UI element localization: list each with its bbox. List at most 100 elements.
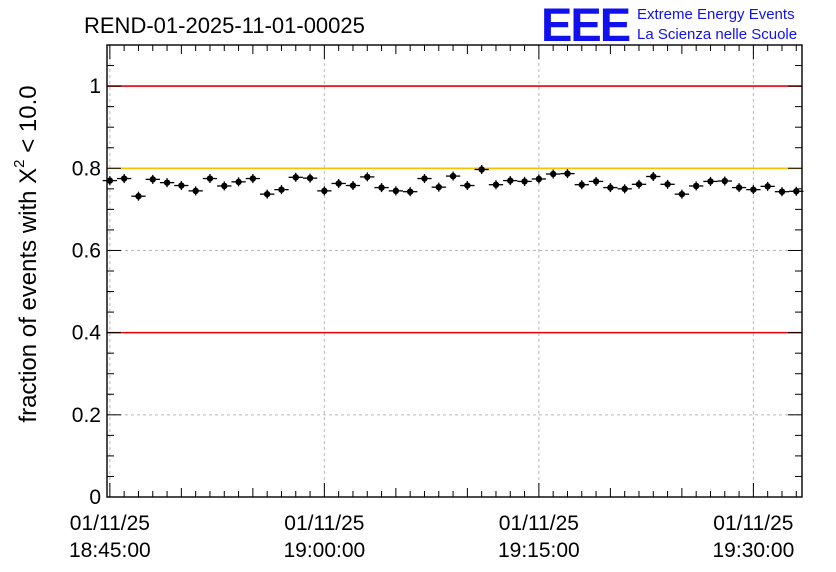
point-marker [535, 175, 543, 183]
point-marker [206, 175, 214, 182]
point-marker [306, 174, 314, 182]
point-marker [750, 186, 757, 193]
point-marker [378, 184, 385, 191]
data-point [560, 169, 575, 179]
x-tick-label-time: 19:00:00 [283, 539, 365, 562]
data-point [331, 178, 346, 188]
data-point [117, 174, 132, 184]
data-point [617, 184, 632, 194]
point-marker [120, 175, 128, 182]
point-marker [678, 190, 686, 198]
x-tick-label-time: 19:15:00 [498, 539, 580, 562]
point-marker [492, 181, 500, 188]
point-marker [507, 177, 514, 184]
data-point [660, 179, 675, 189]
data-point [288, 172, 303, 182]
data-point [731, 183, 747, 193]
y-axis-title-exponent: 2 [11, 159, 28, 167]
axis-ticks [107, 44, 802, 498]
data-point [345, 181, 361, 191]
y-tick-label: 1 [89, 75, 101, 98]
y-axis-title-prefix: fraction of events with [15, 184, 42, 423]
point-marker [707, 178, 714, 185]
point-marker [178, 182, 185, 189]
eee-logo: EEE Extreme Energy Events La Scienza nel… [541, 0, 797, 51]
plot-frame [106, 44, 803, 498]
data-point [445, 171, 461, 181]
data-point [531, 174, 547, 184]
data-point [360, 172, 375, 182]
data-point [789, 186, 804, 196]
data-point [689, 181, 704, 191]
x-tick-label-date: 01/11/25 [499, 512, 579, 535]
data-point [774, 187, 790, 197]
point-marker [793, 188, 800, 195]
logo-line-1: Extreme Energy Events [637, 6, 795, 23]
grid-layer [107, 45, 802, 497]
point-marker [764, 183, 771, 190]
x-tick-label-date: 01/11/25 [713, 512, 793, 535]
x-tick-label-date: 01/11/25 [284, 512, 364, 535]
data-point [403, 187, 418, 197]
point-marker [664, 181, 671, 188]
data-points [102, 164, 804, 201]
data-point [517, 176, 532, 186]
y-tick-label: 0 [89, 486, 101, 509]
data-point [217, 181, 232, 191]
point-marker [592, 178, 600, 185]
point-marker [278, 186, 285, 193]
data-point [145, 174, 160, 184]
data-point [260, 189, 275, 199]
point-marker [464, 182, 471, 189]
point-marker [149, 176, 156, 183]
data-point [460, 181, 475, 191]
data-point [646, 171, 661, 182]
point-marker [364, 173, 371, 181]
y-axis-title-suffix: < 10.0 [15, 85, 42, 159]
data-point [417, 174, 432, 184]
point-marker [735, 184, 743, 191]
point-marker [435, 183, 442, 191]
data-point [588, 176, 604, 186]
point-marker [521, 178, 528, 185]
x-tick-label-time: 19:30:00 [713, 539, 795, 562]
data-point [245, 174, 261, 184]
chart-title: REND-01-2025-11-01-00025 [84, 13, 365, 38]
point-marker [778, 188, 786, 195]
data-point [388, 186, 404, 196]
point-marker [135, 193, 142, 200]
point-marker [321, 187, 328, 195]
data-point [202, 174, 218, 184]
point-marker [335, 180, 342, 187]
y-tick-labels: 0 0.2 0.4 0.6 0.8 1 [72, 75, 102, 509]
data-point [317, 186, 332, 196]
point-marker [235, 178, 242, 186]
data-point [431, 182, 446, 192]
data-point [746, 185, 761, 195]
data-point [574, 180, 589, 190]
point-marker [478, 166, 485, 173]
logo-line-2: La Scienza nelle Scuole [637, 26, 797, 43]
data-point [503, 176, 518, 186]
data-point [159, 178, 175, 188]
y-tick-label: 0.2 [72, 404, 101, 427]
point-marker [692, 182, 700, 190]
x-tick-label-date: 01/11/25 [70, 512, 150, 535]
data-point [631, 179, 647, 189]
data-point [174, 181, 189, 191]
reference-lines [107, 85, 802, 334]
point-marker [621, 185, 628, 193]
data-point [374, 183, 389, 193]
data-point [603, 183, 618, 193]
x-tick-labels: 01/11/25 18:45:00 01/11/25 19:00:00 01/11/25… [69, 512, 794, 562]
point-marker [635, 181, 643, 188]
point-marker [263, 190, 271, 198]
logo-mark: EEE [541, 0, 630, 51]
y-tick-label: 0.4 [72, 322, 102, 345]
data-point [717, 176, 732, 186]
point-marker [221, 182, 228, 190]
y-tick-label: 0.6 [72, 239, 101, 262]
y-tick-label: 0.8 [72, 157, 101, 180]
data-point [760, 181, 775, 191]
